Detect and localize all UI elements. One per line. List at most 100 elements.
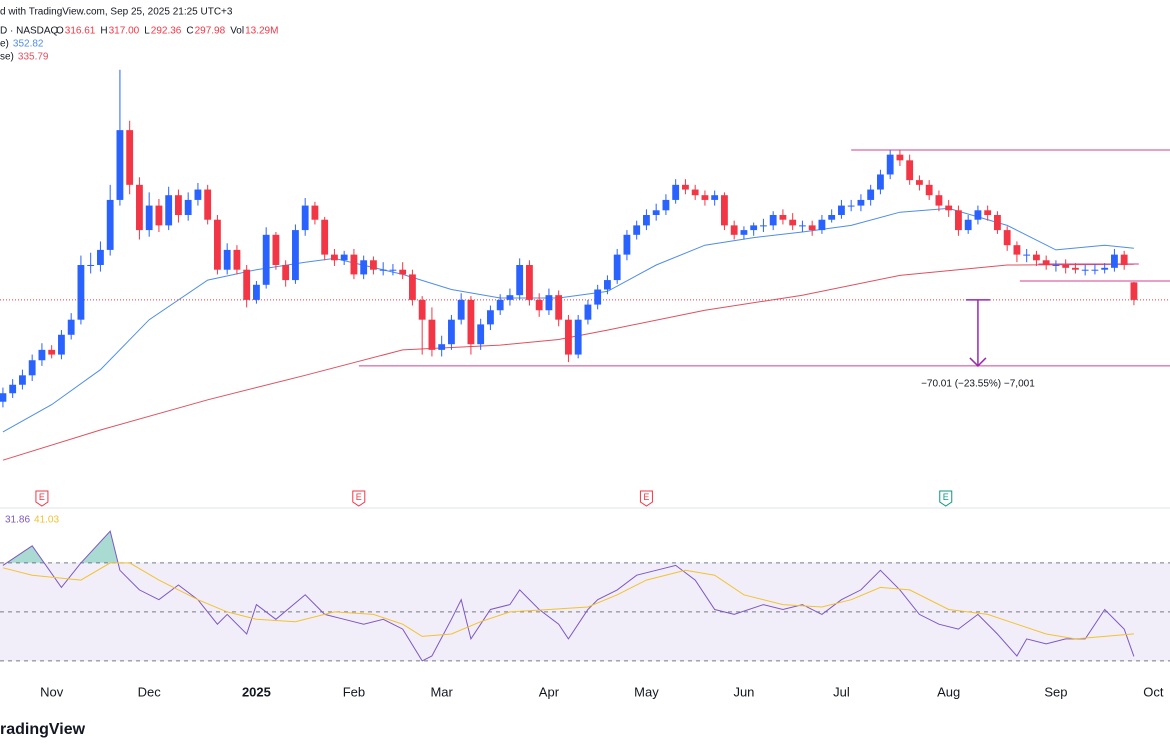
x-tick-label: Oct <box>1143 684 1164 699</box>
candle-body <box>77 264 85 320</box>
candle-body <box>1062 264 1070 268</box>
candle-body <box>691 189 699 196</box>
candle-body <box>360 260 368 275</box>
candle-body <box>155 205 163 226</box>
candle-body <box>701 195 709 200</box>
candle-body <box>136 184 143 231</box>
x-tick-label: Aug <box>937 684 960 699</box>
candle-body <box>730 225 738 235</box>
candle-body <box>779 215 787 220</box>
candle-body <box>9 384 17 394</box>
candle-body <box>409 274 416 300</box>
x-tick-label: Feb <box>343 684 365 699</box>
candle-body <box>379 269 387 271</box>
candle-body <box>760 225 767 227</box>
candle-body <box>1130 282 1138 300</box>
candle-body <box>711 195 719 200</box>
legend-key: H <box>100 26 107 37</box>
earnings-marker <box>35 490 49 507</box>
candle-body <box>184 199 192 216</box>
candle-body <box>535 299 543 311</box>
x-tick-label: Sep <box>1044 684 1067 699</box>
ma-value: 335.79 <box>18 52 49 63</box>
candle-body <box>955 210 962 231</box>
candle-body <box>584 304 592 320</box>
x-tick-label: Mar <box>430 684 453 699</box>
candle-body <box>994 215 1001 231</box>
earnings-label: E <box>356 492 362 502</box>
candle-body <box>282 264 290 281</box>
rsi-value: 41.03 <box>34 515 59 526</box>
ma-name: e) <box>0 39 9 50</box>
candle-body <box>467 299 475 345</box>
candle-body <box>643 215 650 226</box>
candle-body <box>311 205 319 220</box>
candle-body <box>1023 254 1031 256</box>
candle-body <box>496 299 504 311</box>
candle-body <box>175 195 182 216</box>
legend-key: Vol <box>230 26 244 37</box>
candle-body <box>272 234 280 265</box>
candle-body <box>223 249 231 270</box>
candle-body <box>789 219 797 226</box>
candle-body <box>740 230 748 235</box>
earnings-marker <box>639 490 653 507</box>
candle-body <box>867 189 875 200</box>
candle-body <box>750 225 758 231</box>
earnings-marker <box>939 490 953 507</box>
candle-body <box>906 160 914 181</box>
x-tick-label: Dec <box>138 684 162 699</box>
candle-body <box>526 264 533 300</box>
candle-body <box>1091 269 1099 271</box>
candle-body <box>799 225 806 227</box>
earnings-marker <box>352 490 366 507</box>
candle-body <box>126 130 134 185</box>
candle-body <box>623 234 631 255</box>
x-tick-label: 2025 <box>242 684 271 699</box>
legend-value: 317.00 <box>109 26 140 37</box>
candle-body <box>964 219 972 231</box>
candle-body <box>672 184 680 200</box>
x-tick-label: May <box>634 684 659 699</box>
legend-value: 316.61 <box>65 26 96 37</box>
candle-body <box>769 215 777 226</box>
candle-body <box>194 189 202 200</box>
candle-body <box>974 210 982 220</box>
candle-body <box>321 219 329 255</box>
candle-body <box>652 210 660 216</box>
x-tick-label: Jul <box>833 684 850 699</box>
legend-value: 13.29M <box>245 26 278 37</box>
candle-body <box>477 324 485 345</box>
rsi-value: 31.86 <box>5 515 30 526</box>
candle-body <box>604 280 611 290</box>
candle-body <box>233 249 241 270</box>
candle-body <box>682 184 689 190</box>
candle-body <box>896 154 904 161</box>
candle-body <box>721 195 728 226</box>
candle-body <box>925 184 933 196</box>
ma-value: 352.82 <box>13 39 44 50</box>
symbol: D · NASDAQ <box>0 26 59 37</box>
candle-body <box>1120 254 1128 265</box>
candle-body <box>506 295 514 300</box>
candle-body <box>145 205 153 231</box>
candle-body <box>340 254 348 261</box>
candle-body <box>818 219 826 231</box>
candle-body <box>1111 254 1118 268</box>
candle-body <box>106 199 114 250</box>
candle-body <box>438 344 446 350</box>
candle-body <box>847 205 855 207</box>
rsi-line <box>2 562 1134 640</box>
candle-body <box>487 310 494 325</box>
candle-body <box>574 319 582 355</box>
candle-body <box>1013 245 1021 255</box>
candle-body <box>877 174 884 190</box>
legend-value: 297.98 <box>195 26 226 37</box>
candle-body <box>389 269 397 271</box>
x-tick-label: Jun <box>733 684 754 699</box>
candle-body <box>828 215 836 220</box>
earnings-label: E <box>943 492 949 502</box>
candle-body <box>19 375 26 385</box>
candle-body <box>428 319 436 350</box>
